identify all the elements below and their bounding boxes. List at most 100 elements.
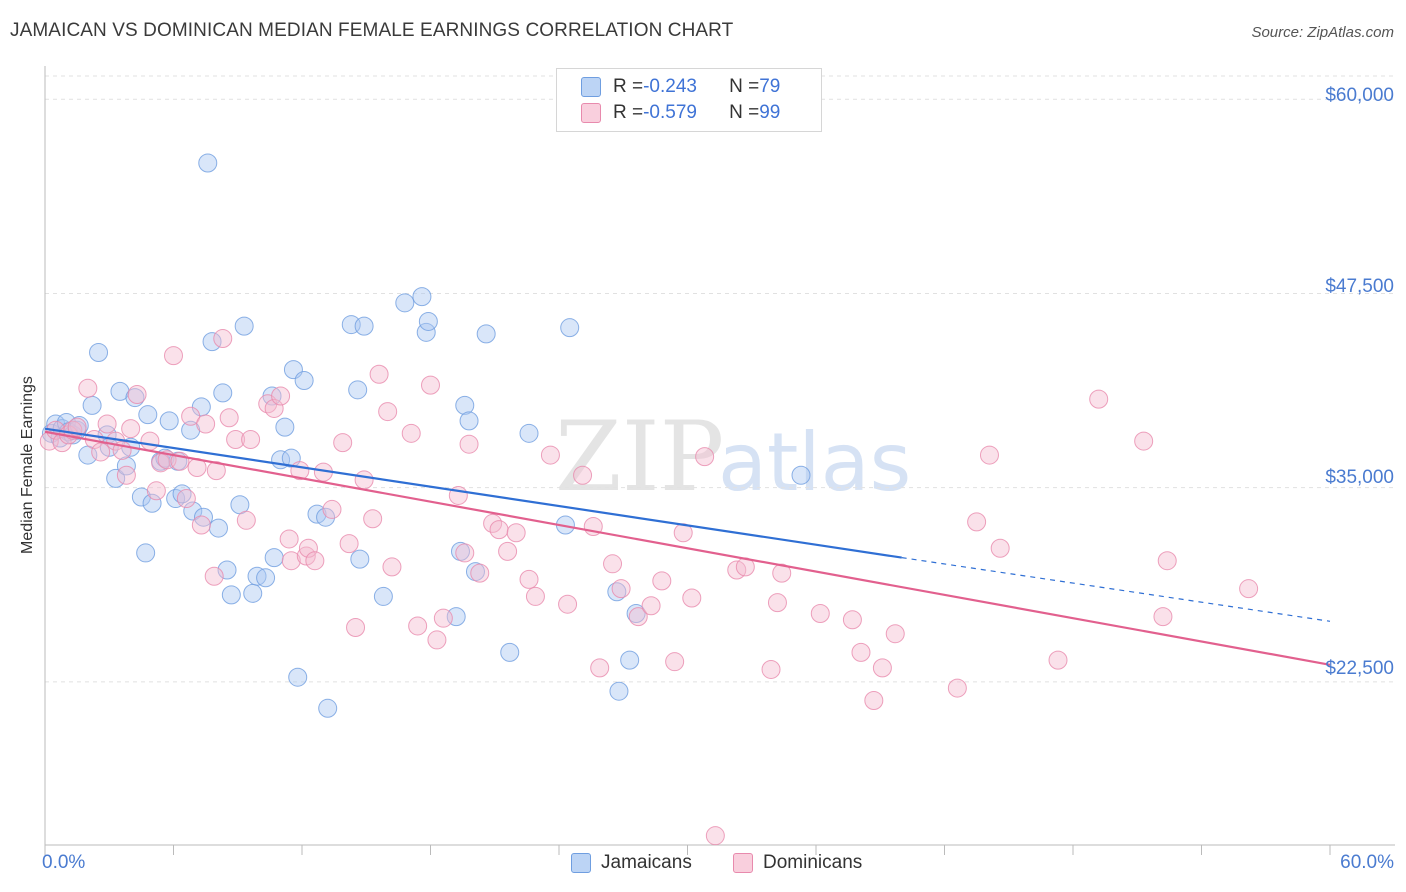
point-dominicans-9 [97, 414, 117, 434]
point-dominicans-56 [433, 608, 453, 628]
point-dominicans-5 [67, 417, 87, 437]
point-jamaicans-61 [412, 287, 432, 307]
point-dominicans-32 [241, 430, 261, 450]
point-dominicans-15 [140, 431, 160, 451]
point-dominicans-86 [772, 563, 792, 583]
legend-r-label: R = [613, 76, 644, 97]
point-dominicans-41 [305, 551, 325, 571]
legend-r-label: R = [613, 102, 644, 123]
trend-line-jamaicans [44, 427, 902, 559]
point-jamaicans-56 [348, 380, 368, 400]
point-dominicans-81 [705, 826, 725, 846]
chart-title: JAMAICAN VS DOMINICAN MEDIAN FEMALE EARN… [10, 20, 734, 41]
legend-dominicans-label: Dominicans [763, 852, 863, 873]
point-dominicans-64 [506, 523, 526, 543]
point-dominicans-46 [346, 618, 366, 638]
point-dominicans-89 [851, 642, 871, 662]
legend-jamaicans-label: Jamaicans [601, 852, 692, 873]
pink-swatch [581, 103, 601, 123]
legend-n-label: N = [729, 76, 760, 97]
point-dominicans-98 [1089, 389, 1109, 409]
point-dominicans-80 [695, 447, 715, 467]
point-dominicans-71 [590, 658, 610, 678]
point-dominicans-45 [339, 534, 359, 554]
legend-row-jamaicans: R = -0.243 N = 79 [581, 75, 780, 99]
legend-row-dominicans: R = -0.579 N = 99 [581, 101, 780, 125]
point-jamaicans-67 [459, 411, 479, 431]
point-jamaicans-11 [89, 343, 109, 363]
point-dominicans-73 [611, 579, 631, 599]
point-dominicans-92 [885, 624, 905, 644]
legend-n-value: 79 [759, 76, 781, 97]
watermark-atlas: atlas [718, 416, 911, 509]
point-jamaicans-45 [264, 548, 284, 568]
point-dominicans-14 [127, 384, 147, 404]
point-dominicans-34 [264, 398, 284, 418]
point-jamaicans-43 [256, 568, 276, 588]
x-tick-label-min: 0.0% [42, 852, 86, 873]
point-dominicans-6 [78, 378, 98, 398]
point-jamaicans-38 [221, 585, 241, 605]
point-jamaicans-30 [183, 501, 203, 521]
y-tick-label-60000: $60,000 [1325, 85, 1394, 106]
point-dominicans-101 [1157, 551, 1177, 571]
point-dominicans-88 [842, 610, 862, 630]
point-dominicans-93 [947, 678, 967, 698]
point-jamaicans-41 [243, 583, 263, 603]
point-dominicans-68 [558, 594, 578, 614]
point-dominicans-8 [91, 442, 111, 462]
point-dominicans-12 [116, 465, 136, 485]
point-dominicans-77 [665, 652, 685, 672]
point-jamaicans-53 [316, 507, 336, 527]
point-dominicans-19 [164, 346, 183, 366]
pink-swatch [733, 853, 753, 873]
point-jamaicans-22 [142, 493, 162, 513]
point-jamaicans-54 [318, 698, 338, 718]
point-jamaicans-34 [202, 332, 222, 352]
point-dominicans-35 [271, 386, 291, 406]
point-jamaicans-63 [418, 311, 438, 331]
point-jamaicans-35 [208, 518, 228, 538]
point-dominicans-40 [298, 538, 318, 558]
point-jamaicans-57 [350, 549, 370, 569]
point-jamaicans-71 [519, 423, 539, 443]
point-dominicans-22 [181, 406, 201, 426]
point-dominicans-51 [382, 557, 402, 577]
legend-r-value: -0.579 [643, 102, 697, 123]
point-dominicans-59 [459, 434, 479, 454]
point-jamaicans-75 [609, 681, 629, 701]
point-dominicans-16 [146, 481, 166, 501]
blue-swatch [581, 77, 601, 97]
point-dominicans-58 [455, 543, 475, 563]
point-jamaicans-36 [213, 383, 233, 403]
point-jamaicans-10 [82, 395, 102, 415]
point-dominicans-62 [489, 520, 509, 540]
point-jamaicans-73 [560, 318, 580, 338]
point-dominicans-94 [967, 512, 987, 532]
point-dominicans-87 [810, 604, 830, 624]
point-dominicans-2 [52, 433, 72, 453]
point-jamaicans-78 [791, 465, 811, 485]
point-jamaicans-18 [125, 388, 145, 408]
point-dominicans-53 [408, 616, 428, 636]
y-tick-label-22500: $22,500 [1325, 658, 1394, 679]
point-dominicans-102 [1239, 579, 1259, 599]
point-dominicans-54 [421, 375, 440, 395]
trend-line-dominicans [44, 430, 1331, 666]
point-dominicans-63 [498, 541, 518, 561]
x-tick-label-max: 60.0% [1340, 852, 1394, 873]
point-dominicans-26 [204, 566, 224, 586]
legend-n-value: 99 [759, 102, 781, 123]
point-dominicans-97 [1048, 650, 1068, 670]
point-dominicans-55 [427, 630, 447, 650]
legend-n-label: N = [729, 102, 760, 123]
point-dominicans-27 [206, 461, 226, 481]
blue-swatch [571, 853, 591, 873]
source-label: Source: ZipAtlas.com [1251, 24, 1394, 41]
point-dominicans-96 [990, 538, 1010, 558]
point-dominicans-66 [525, 586, 545, 606]
point-dominicans-28 [213, 329, 233, 349]
point-dominicans-69 [573, 465, 593, 485]
legend-jamaicans: Jamaicans [571, 852, 692, 874]
